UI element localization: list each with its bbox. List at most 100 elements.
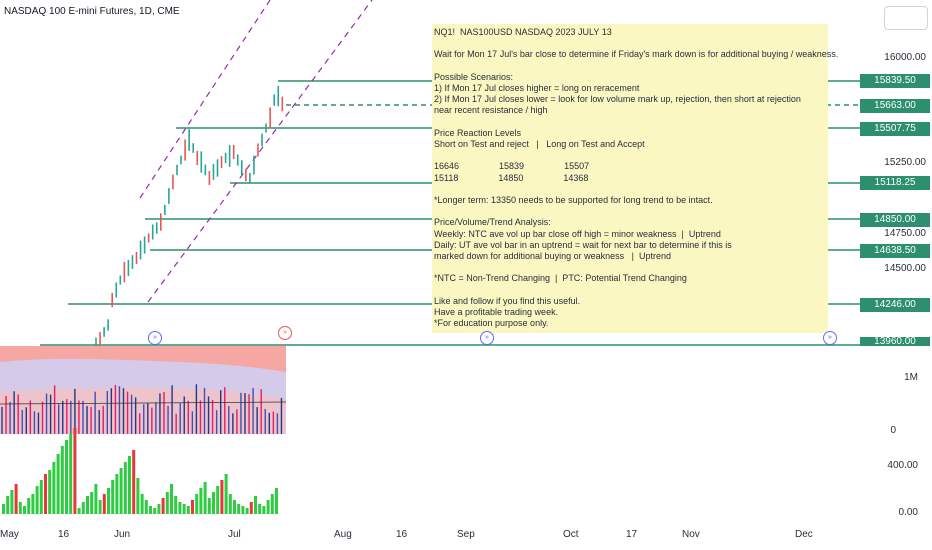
time-label-jul: Jul <box>228 529 241 540</box>
oscillator-bar <box>94 484 98 514</box>
oscillator-bar <box>241 506 245 514</box>
note-line: Short on Test and reject | Long on Test … <box>434 139 645 149</box>
note-line: *Longer term: 13350 needs to be supporte… <box>434 195 713 205</box>
oscillator-bar <box>73 428 77 514</box>
oscillator-bar <box>90 492 94 514</box>
oscillator-bar <box>245 508 249 514</box>
price-tag-15663: 15663.00 <box>860 99 930 113</box>
time-label-may-16: 16 <box>58 529 70 540</box>
price-tag-15839: 15839.50 <box>860 74 930 88</box>
oscillator-bar <box>207 498 211 514</box>
oscillator-bar <box>86 496 89 514</box>
oscillator-bar <box>258 504 262 514</box>
oscillator-bar <box>102 494 106 514</box>
oscillator-bar <box>2 504 5 514</box>
oscillator-bar <box>228 494 232 514</box>
note-line: near recent resistance / high <box>434 105 548 116</box>
note-line: *For education purpose only. <box>434 318 549 329</box>
note-line: 15118 14850 14368 <box>434 172 589 183</box>
oscillator-bar <box>14 484 18 514</box>
event-marker-1[interactable]: » <box>148 331 162 345</box>
event-marker-4[interactable]: » <box>823 331 837 345</box>
oscillator-bar <box>77 508 81 514</box>
price-tag-15507: 15507.75 <box>860 122 930 136</box>
oscillator-bar <box>178 502 182 514</box>
oscillator-bar <box>144 500 148 514</box>
oscillator-bar <box>174 496 178 514</box>
oscillator-bar <box>254 496 257 514</box>
volume-label-1m: 1M <box>904 372 918 383</box>
oscillator-bar <box>18 502 22 514</box>
note-line: 2) If Mon 17 Jul closes lower = look for… <box>434 94 801 105</box>
oscillator-bar <box>216 486 220 514</box>
note-line: *NTC = Non-Trend Changing | PTC: Potenti… <box>434 273 687 284</box>
event-marker-3[interactable]: » <box>480 331 494 345</box>
oscillator-bar <box>123 462 127 514</box>
time-label-jun: Jun <box>114 529 131 540</box>
oscillator-bar <box>136 478 140 514</box>
oscillator-bar <box>161 498 165 514</box>
note-line: Wait for Mon 17 Jul's bar close to deter… <box>434 49 839 60</box>
oscillator-bar <box>249 502 253 514</box>
oscillator-bar <box>44 474 47 514</box>
price-label-15250: 15250.00 <box>884 157 926 168</box>
note-line: Price/Volume/Trend Analysis: <box>434 217 551 228</box>
price-label-16000: 16000.00 <box>884 52 926 63</box>
price-tag-14638: 14638.50 <box>860 244 930 258</box>
note-line: NQ1! NAS100USD NASDAQ 2023 JULY 13 <box>434 27 612 37</box>
oscillator-bar <box>186 506 190 514</box>
oscillator-bar <box>212 492 215 514</box>
oscillator-bar <box>56 454 60 514</box>
oscillator-bar <box>115 474 119 514</box>
time-label-may: May <box>0 529 19 540</box>
note-line: Have a profitable trading week. <box>434 307 559 317</box>
oscillator-bar <box>191 500 194 514</box>
oscillator-bar <box>69 434 73 514</box>
oscillator-bar <box>224 474 228 514</box>
oscillator-bar <box>262 506 266 514</box>
oscillator-bar <box>153 508 157 514</box>
oscillator-bar <box>27 498 31 514</box>
time-label-sep: Sep <box>457 529 475 540</box>
oscillator-bar <box>10 490 14 514</box>
price-label-14500: 14500.00 <box>884 263 926 274</box>
time-label-oct: Oct <box>563 529 579 540</box>
chart-title: NASDAQ 100 E-mini Futures, 1D, CME <box>4 6 180 17</box>
oscillator-bar <box>203 482 207 514</box>
time-label-aug: Aug <box>334 529 352 540</box>
oscillator-bar <box>65 440 68 514</box>
oscillator-bar <box>199 488 203 514</box>
price-tag-14850: 14850.00 <box>860 213 930 227</box>
note-line: Possible Scenarios: <box>434 71 514 82</box>
volume-average-line <box>0 401 287 405</box>
oscillator-bar <box>119 468 123 514</box>
analysis-note <box>432 24 828 333</box>
note-line: Weekly: NTC ave vol up bar close off hig… <box>434 228 721 239</box>
channel-lower-line <box>147 0 373 303</box>
oscillator-bar <box>31 494 35 514</box>
event-marker-2[interactable]: » <box>278 326 292 340</box>
note-line: 16646 15839 15507 <box>434 161 590 172</box>
oscillator-bar <box>182 504 186 514</box>
note-line: marked down for additional buying or wea… <box>434 251 671 261</box>
price-label-14750: 14750.00 <box>884 228 926 239</box>
oscillator-bar <box>270 494 274 514</box>
oscillator-bar <box>233 500 236 514</box>
oscillator-bar <box>60 446 64 514</box>
oscillator-bar <box>132 450 136 514</box>
price-tag-14246: 14246.00 <box>860 298 930 312</box>
oscillator-bar <box>6 496 10 514</box>
note-line: Daily: UT ave vol bar in an uptrend = wa… <box>434 239 732 250</box>
oscillator-bar <box>195 494 199 514</box>
oscillator-bar <box>48 470 52 514</box>
oscillator-bar <box>35 486 39 514</box>
oscillator-bar <box>266 500 270 514</box>
price-tag-15118: 15118.25 <box>860 176 930 190</box>
oscillator-bar <box>237 504 241 514</box>
osc-label-400: 400.00 <box>887 460 918 471</box>
oscillator-bar <box>128 456 131 514</box>
chart-settings-icon[interactable] <box>884 6 928 30</box>
oscillator-bar <box>23 506 26 514</box>
oscillator-bar <box>81 502 85 514</box>
